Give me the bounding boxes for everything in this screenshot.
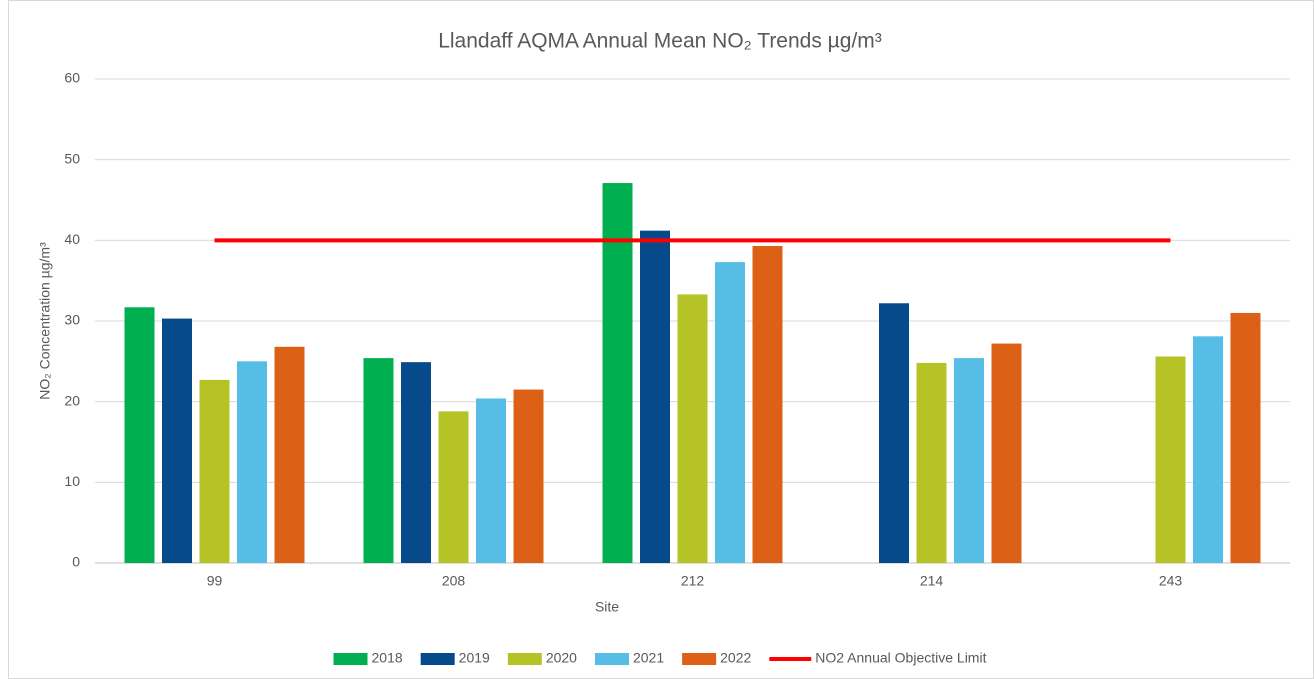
- bar: [954, 358, 984, 563]
- legend-label: 2021: [633, 650, 664, 666]
- y-tick-label: 50: [64, 150, 80, 166]
- bar: [916, 362, 947, 563]
- bar: [640, 230, 670, 564]
- y-tick-label: 60: [64, 70, 80, 86]
- chart-title: Llandaff AQMA Annual Mean NO₂ Trends µg/…: [438, 30, 882, 53]
- legend-label: 2020: [546, 650, 577, 666]
- bar: [199, 379, 230, 563]
- x-axis-label: Site: [595, 599, 619, 615]
- legend-label: 2018: [372, 650, 403, 666]
- legend-swatch: [333, 653, 368, 665]
- x-tick-label: 214: [920, 573, 944, 589]
- y-tick-label: 0: [72, 554, 80, 570]
- y-tick-label: 40: [64, 231, 80, 247]
- bar: [401, 362, 431, 563]
- bar: [715, 262, 745, 563]
- bar: [991, 343, 1022, 563]
- bar: [879, 303, 909, 563]
- x-tick-label: 243: [1159, 573, 1183, 589]
- bar: [1230, 312, 1261, 563]
- bar: [752, 245, 783, 564]
- bar: [1193, 336, 1223, 563]
- bar: [237, 361, 267, 563]
- bar: [476, 398, 506, 563]
- bar: [162, 318, 192, 563]
- x-tick-label: 208: [442, 573, 466, 589]
- y-axis-label: NO₂ Concentration µg/m³: [37, 242, 53, 400]
- bar: [274, 346, 305, 563]
- y-tick-label: 30: [64, 312, 80, 328]
- bar: [363, 358, 394, 563]
- x-tick-label: 99: [207, 573, 223, 589]
- legend-label: NO2 Annual Objective Limit: [815, 650, 986, 666]
- legend-swatch: [594, 653, 629, 665]
- legend-swatch: [420, 653, 455, 665]
- bar: [1155, 356, 1186, 563]
- legend-label: 2022: [720, 650, 751, 666]
- y-tick-label: 10: [64, 473, 80, 489]
- bar: [602, 183, 633, 563]
- legend-label: 2019: [459, 650, 490, 666]
- bar: [124, 307, 155, 563]
- legend-swatch: [507, 653, 542, 665]
- legend-swatch: [682, 653, 717, 665]
- y-tick-label: 20: [64, 392, 80, 408]
- bar: [513, 389, 544, 563]
- bar: [438, 411, 469, 563]
- bar: [677, 294, 708, 563]
- x-tick-label: 212: [681, 573, 705, 589]
